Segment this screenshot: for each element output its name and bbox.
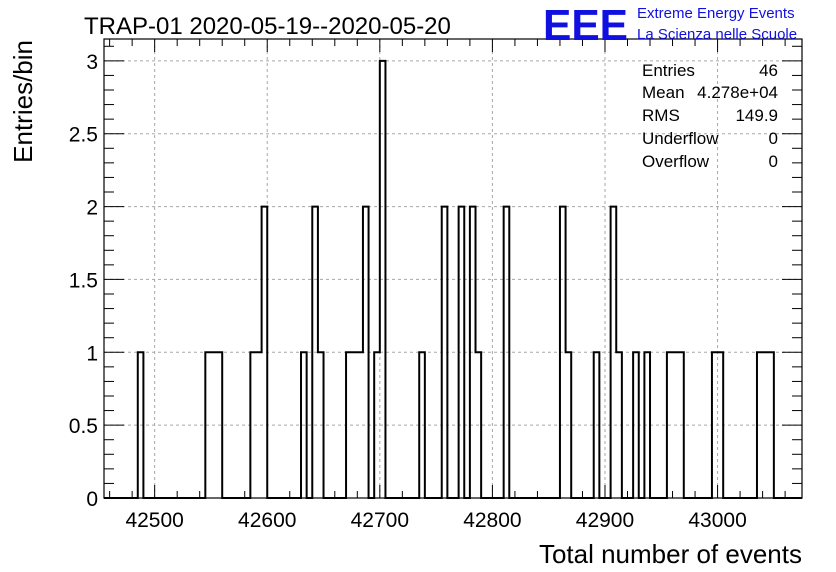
histogram-bin — [442, 207, 448, 498]
histogram-bin — [718, 352, 724, 498]
stats-value-rms: 149.9 — [735, 106, 778, 125]
x-tick-label: 42500 — [125, 509, 183, 532]
histogram-bin — [678, 352, 684, 498]
histogram-bin — [566, 352, 572, 498]
y-tick-label: 0.5 — [69, 415, 98, 438]
histogram-bin — [301, 352, 307, 498]
tick-labels: 42500 42600 42700 42800 42900 43000 0 0.5 1 1.5 2 2… — [69, 51, 747, 532]
histogram-bin — [673, 352, 679, 498]
stats-value-overflow: 0 — [769, 152, 778, 171]
x-tick-label: 42800 — [463, 509, 521, 532]
chart-title: TRAP-01 2020-05-19--2020-05-20 — [84, 13, 451, 40]
histogram-bin — [757, 352, 763, 498]
histogram-bin — [712, 352, 718, 498]
histogram-bin — [616, 352, 622, 498]
histogram-bin — [357, 352, 363, 498]
histogram-bin — [611, 207, 617, 498]
stats-value-underflow: 0 — [769, 129, 778, 148]
stats-value-entries: 46 — [759, 61, 778, 80]
histogram-bin — [459, 207, 465, 498]
histogram-bin — [211, 352, 217, 498]
histogram-bin — [476, 352, 482, 498]
y-tick-label: 1 — [86, 342, 98, 365]
histogram-bin — [374, 352, 380, 498]
histogram-bin — [363, 207, 369, 498]
histogram-bin — [768, 352, 774, 498]
y-tick-label: 1.5 — [69, 269, 98, 292]
plot-frame — [103, 38, 803, 499]
histogram-bin — [138, 352, 144, 498]
histogram-bin — [667, 352, 673, 498]
eee-logo: EEE Extreme Energy Events La Scienza nel… — [543, 1, 797, 50]
histogram-bin — [312, 207, 318, 498]
x-tick-label: 42900 — [576, 509, 634, 532]
x-tick-label: 42600 — [238, 509, 296, 532]
histogram-bin — [217, 352, 223, 498]
histogram-bin — [633, 352, 639, 498]
histogram-bin — [470, 207, 476, 498]
y-tick-label: 0 — [86, 488, 98, 511]
histogram-bin — [594, 352, 600, 498]
histogram-bin — [352, 352, 358, 498]
stats-label-mean: Mean — [642, 83, 685, 102]
histogram-bin — [644, 352, 650, 498]
stats-label-entries: Entries — [642, 61, 695, 80]
y-tick-label: 3 — [86, 51, 98, 74]
histogram-bin — [560, 207, 566, 498]
x-tick-label: 43000 — [688, 509, 746, 532]
stats-value-mean: 4.278e+04 — [697, 83, 778, 102]
histogram-bin — [504, 207, 510, 498]
axis-ticks — [104, 39, 802, 499]
stats-label-underflow: Underflow — [642, 129, 719, 148]
histogram-bin — [262, 207, 268, 498]
stats-box: Entries 46 Mean 4.278e+04 RMS 149.9 Unde… — [642, 61, 778, 171]
logo-line-1: Extreme Energy Events — [637, 5, 795, 22]
histogram-bin — [419, 352, 425, 498]
histogram-bin — [256, 352, 262, 498]
x-tick-label: 42700 — [351, 509, 409, 532]
stats-label-overflow: Overflow — [642, 152, 710, 171]
y-tick-label: 2.5 — [69, 124, 98, 147]
histogram-bin — [318, 352, 324, 498]
y-axis-label: Entries/bin — [8, 40, 38, 163]
logo-mark: EEE — [543, 1, 628, 50]
histogram-bin — [380, 61, 386, 498]
y-tick-label: 2 — [86, 197, 98, 220]
logo-line-2: La Scienza nelle Scuole — [637, 26, 797, 43]
stats-label-rms: RMS — [642, 106, 680, 125]
histogram-bin — [346, 352, 352, 498]
histogram-bin — [250, 352, 256, 498]
x-axis-label: Total number of events — [539, 539, 802, 569]
histogram-bin — [205, 352, 211, 498]
histogram-bin — [763, 352, 769, 498]
